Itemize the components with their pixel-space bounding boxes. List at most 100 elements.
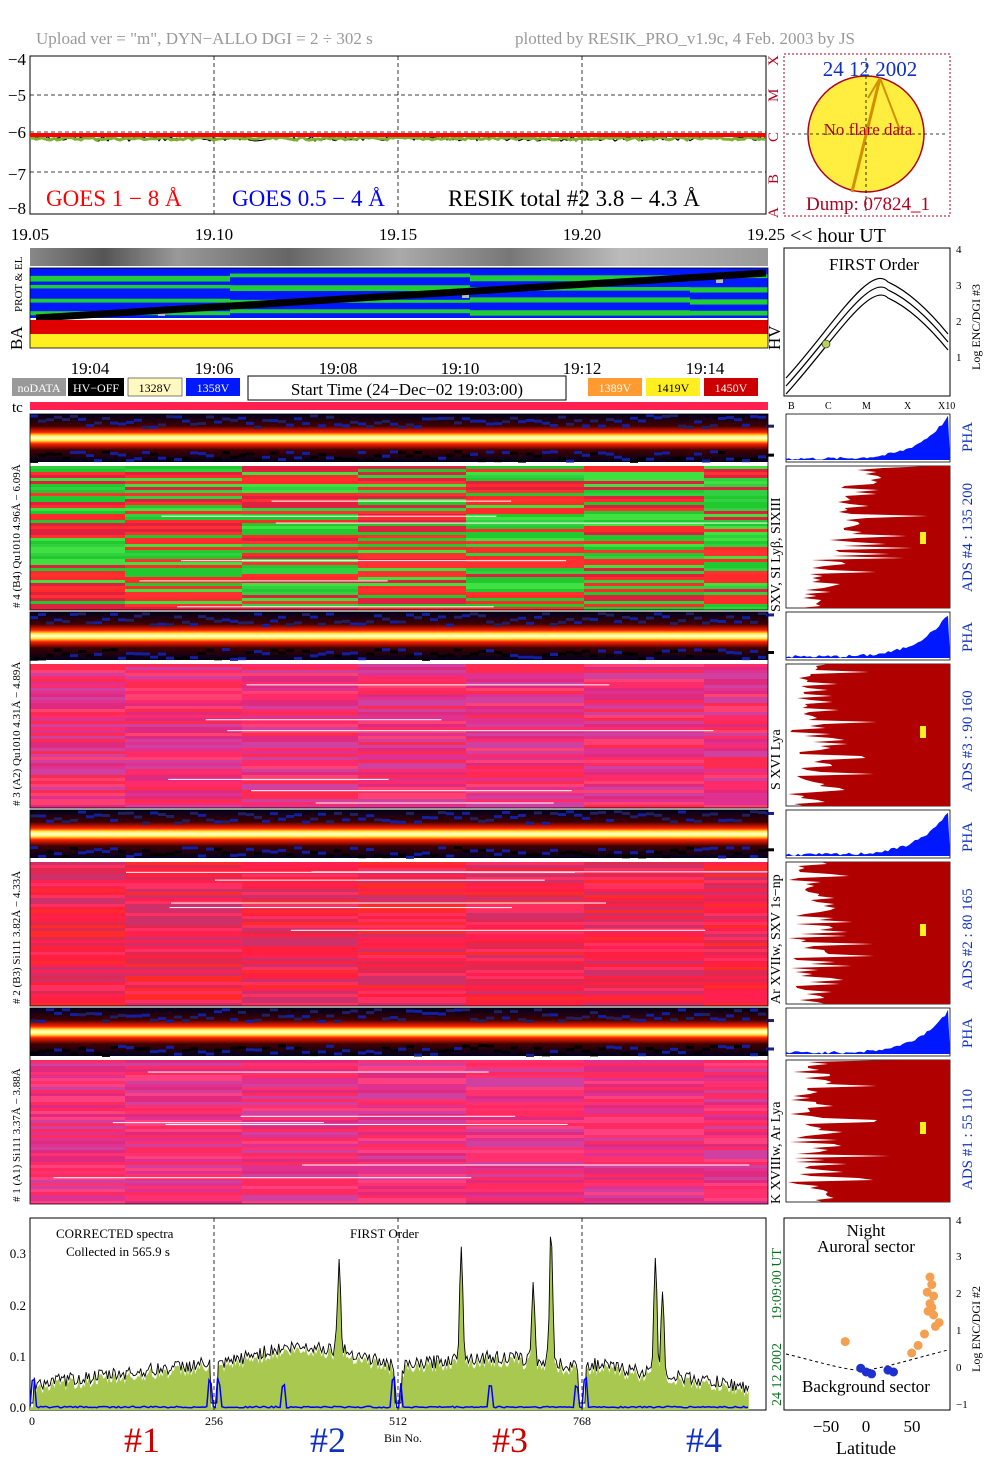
orbit-xlabel: Latitude	[836, 1438, 896, 1458]
spectral-line-band	[30, 810, 768, 858]
channel-number-2: #2	[310, 1420, 346, 1460]
fo-ytick: 4	[956, 244, 962, 256]
hk-label-hv: HV	[765, 325, 784, 350]
goes-class-label: X	[766, 55, 782, 66]
orbit-ytick: −1	[956, 1399, 968, 1411]
orbit-panel: Night Auroral sector Background sector −…	[783, 1215, 983, 1458]
orbit-ytick: 4	[956, 1215, 962, 1227]
pha-label: PHA	[960, 622, 976, 652]
channel-3-lines: S XVI Lya	[769, 729, 784, 790]
channel-block	[29, 809, 951, 1007]
spectrum-xtick: 768	[573, 1414, 591, 1428]
legend-1450v: 1450V	[715, 381, 748, 395]
fo-ytick: 2	[956, 316, 962, 328]
orbit-point	[907, 1348, 917, 1358]
pha-label: PHA	[960, 422, 976, 452]
tc-label: tc	[12, 400, 23, 416]
fo-xtick: B	[788, 401, 795, 412]
spectrum-ytick: 0.1	[10, 1349, 26, 1364]
pha-label: PHA	[960, 822, 976, 852]
legend-goes-1-8: GOES 1 − 8 Å	[46, 186, 182, 211]
pha-histogram	[786, 812, 950, 856]
orbit-ylabel: Log ENC/DGI #2	[969, 1286, 983, 1372]
orbit-point	[930, 1321, 940, 1331]
orbit-xtick: 0	[862, 1417, 871, 1436]
orbit-point	[840, 1337, 850, 1347]
legend-1419v: 1419V	[657, 381, 690, 395]
spectrum-background-line	[29, 1375, 749, 1409]
spectrum-xtick: 0	[29, 1414, 35, 1428]
orbit-xtick: 50	[904, 1417, 921, 1436]
spectrum-time: 19:09:00 UT	[770, 1248, 785, 1320]
legend-1389v: 1389V	[599, 381, 632, 395]
legend-1358v: 1358V	[197, 381, 230, 395]
channel-block	[29, 611, 951, 809]
goes-ytick: −5	[8, 86, 26, 105]
channel-3-label: # 3 (A2) Qu1010 4.31Å − 4.89Å	[11, 662, 23, 806]
legend-resik-total: RESIK total #2 3.8 − 4.3 Å	[448, 186, 700, 211]
orbit-ytick: 3	[956, 1251, 962, 1263]
ads-histogram	[788, 664, 950, 806]
legend-goes-05-4: GOES 0.5 − 4 Å	[232, 186, 385, 211]
channel-number-3: #3	[492, 1420, 528, 1460]
spectrum-panel: CORRECTED spectra Collected in 565.9 s F…	[10, 1217, 785, 1460]
orbit-point	[889, 1367, 898, 1377]
sun-panel: 24 12 2002 No flare data Dump: 07824_1	[783, 53, 951, 217]
channel-block	[29, 1007, 951, 1205]
legend-hv-off: HV−OFF	[73, 381, 119, 395]
orbit-point	[867, 1369, 877, 1379]
goes-xtick: 19.15	[379, 225, 417, 244]
goes-xtick: 19.25	[747, 225, 785, 244]
orbit-ytick: 1	[956, 1325, 962, 1337]
pha-histogram	[786, 1009, 950, 1054]
goes-ytick: −6	[8, 123, 26, 142]
channel-4-lines: SXV, SI Lyβ, SIXIII	[769, 497, 784, 612]
goes-xtick: 19.20	[563, 225, 601, 244]
time-tick: 19:04	[71, 359, 110, 378]
ads-marker	[920, 726, 926, 738]
fo-ytick: 3	[956, 280, 962, 292]
goes-xtick: 19.05	[11, 225, 49, 244]
time-tick: 19:12	[563, 359, 602, 378]
plotted-by: plotted by RESIK_PRO_v1.9c, 4 Feb. 2003 …	[515, 29, 855, 48]
fo-xtick: X10	[938, 401, 955, 412]
pha-histogram	[786, 615, 950, 658]
spectrum-ytick: 0.2	[10, 1298, 26, 1313]
hk-label-ba: BA	[7, 326, 26, 350]
upload-info: Upload ver = "m", DYN−ALLO DGI = 2 ÷ 302…	[36, 29, 373, 48]
orbit-point	[920, 1329, 929, 1339]
channel-4-label: # 4 (B4) Qu1010 4.96Å − 6.09Å	[11, 464, 23, 608]
ads-4-label: ADS #4 : 135 200	[960, 483, 976, 592]
orbit-xtick: −50	[813, 1417, 840, 1436]
ads-1-label: ADS #1 : 55 110	[960, 1089, 976, 1190]
spectrum-ytick: 0.0	[10, 1400, 26, 1415]
legend-1328v: 1328V	[139, 381, 172, 395]
orbit-point	[925, 1272, 935, 1282]
orbit-title-background: Background sector	[802, 1377, 930, 1396]
goes-class-label: A	[766, 207, 782, 218]
fo-ylabel: Log ENC/DGI #3	[969, 284, 983, 370]
resik-total-fill	[29, 135, 766, 143]
spectrum-note-order: FIRST Order	[350, 1226, 419, 1241]
orbit-point	[929, 1291, 939, 1301]
time-tick: 19:10	[441, 359, 480, 378]
goes-class-label: C	[766, 132, 782, 142]
sun-dump: Dump: 07824_1	[806, 194, 930, 215]
fo-xtick: M	[862, 401, 871, 412]
orbit-point	[927, 1280, 937, 1290]
hk-label-prot: PROT & EL	[13, 256, 25, 312]
goes-ytick: −8	[8, 199, 26, 218]
current-state-marker	[821, 339, 831, 349]
channel-2-label: # 2 (B3) Si111 3.82Å − 4.33Å	[11, 871, 23, 1004]
spectrum-ytick: 0.3	[10, 1246, 26, 1261]
orbit-ytick: 0	[956, 1362, 962, 1374]
channel-number-1: #1	[124, 1420, 160, 1460]
spectrum-xlabel: Bin No.	[384, 1431, 422, 1445]
spectrum-date: 24 12 2002	[770, 1343, 785, 1406]
spectrum-line	[30, 1236, 750, 1404]
channel-2-lines: Ar XVIIw, SXV 1s−np	[769, 874, 784, 1004]
ads-marker	[920, 1122, 926, 1134]
first-order-title: FIRST Order	[829, 255, 919, 274]
fo-xtick: X	[904, 401, 912, 412]
